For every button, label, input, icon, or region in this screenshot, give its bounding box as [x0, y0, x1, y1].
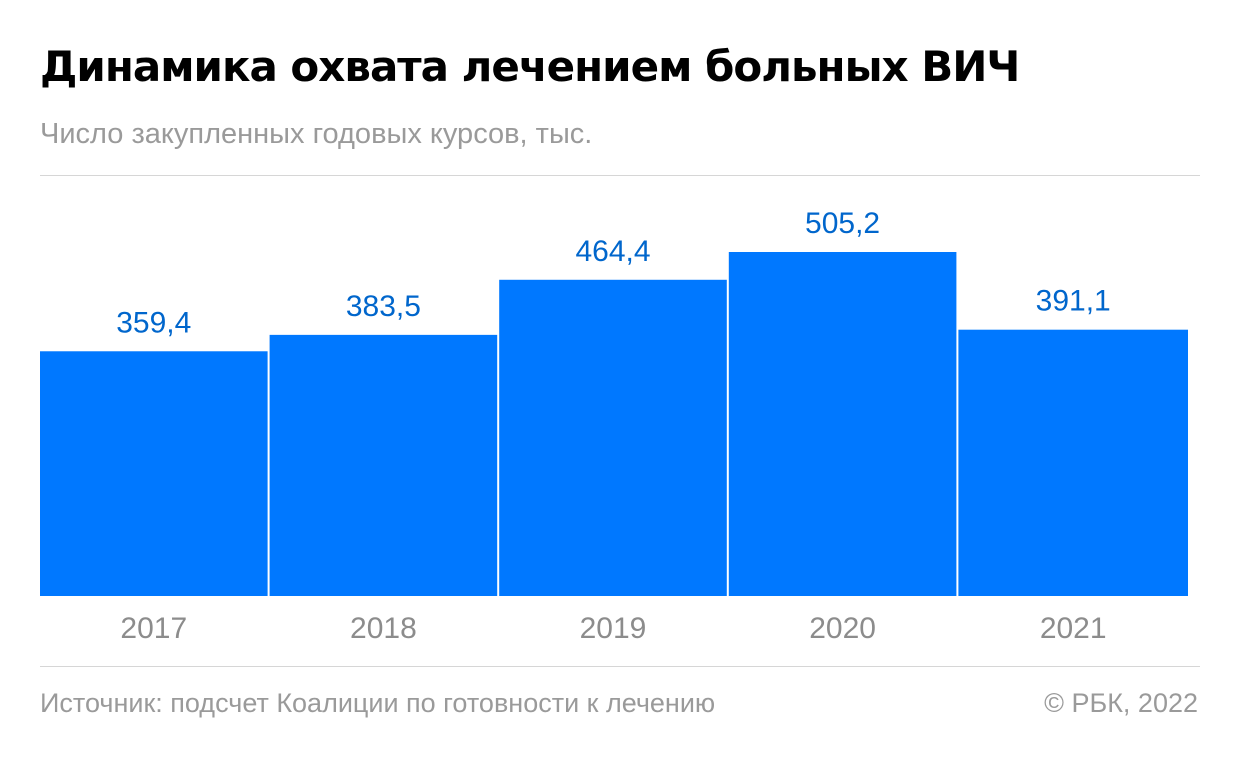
- value-label-2020: 505,2: [805, 207, 880, 240]
- bar-2019: [499, 279, 727, 596]
- bar-2020: [728, 252, 957, 596]
- x-tick-label-2019: 2019: [580, 612, 647, 645]
- x-tick-label-2020: 2020: [809, 612, 876, 645]
- source-note: Источник: подсчет Коалиции по готовности…: [40, 688, 716, 718]
- x-tick-label-2017: 2017: [120, 612, 187, 645]
- bar-2017: [40, 351, 268, 596]
- x-tick-label-2021: 2021: [1040, 612, 1107, 645]
- chart-subtitle: Число закупленных годовых курсов, тыс.: [40, 118, 593, 150]
- value-label-2018: 383,5: [346, 290, 421, 323]
- value-label-2021: 391,1: [1036, 285, 1111, 318]
- chart-title: Динамика охвата лечением больных ВИЧ: [40, 42, 1020, 91]
- bar-2021: [958, 329, 1188, 596]
- value-label-2017: 359,4: [116, 306, 191, 339]
- x-tick-label-2018: 2018: [350, 612, 417, 645]
- bar-2018: [269, 334, 498, 596]
- value-label-2019: 464,4: [575, 235, 650, 268]
- copyright-note: © РБК, 2022: [1044, 688, 1198, 718]
- top-divider: [40, 175, 1200, 176]
- bottom-divider: [40, 666, 1200, 667]
